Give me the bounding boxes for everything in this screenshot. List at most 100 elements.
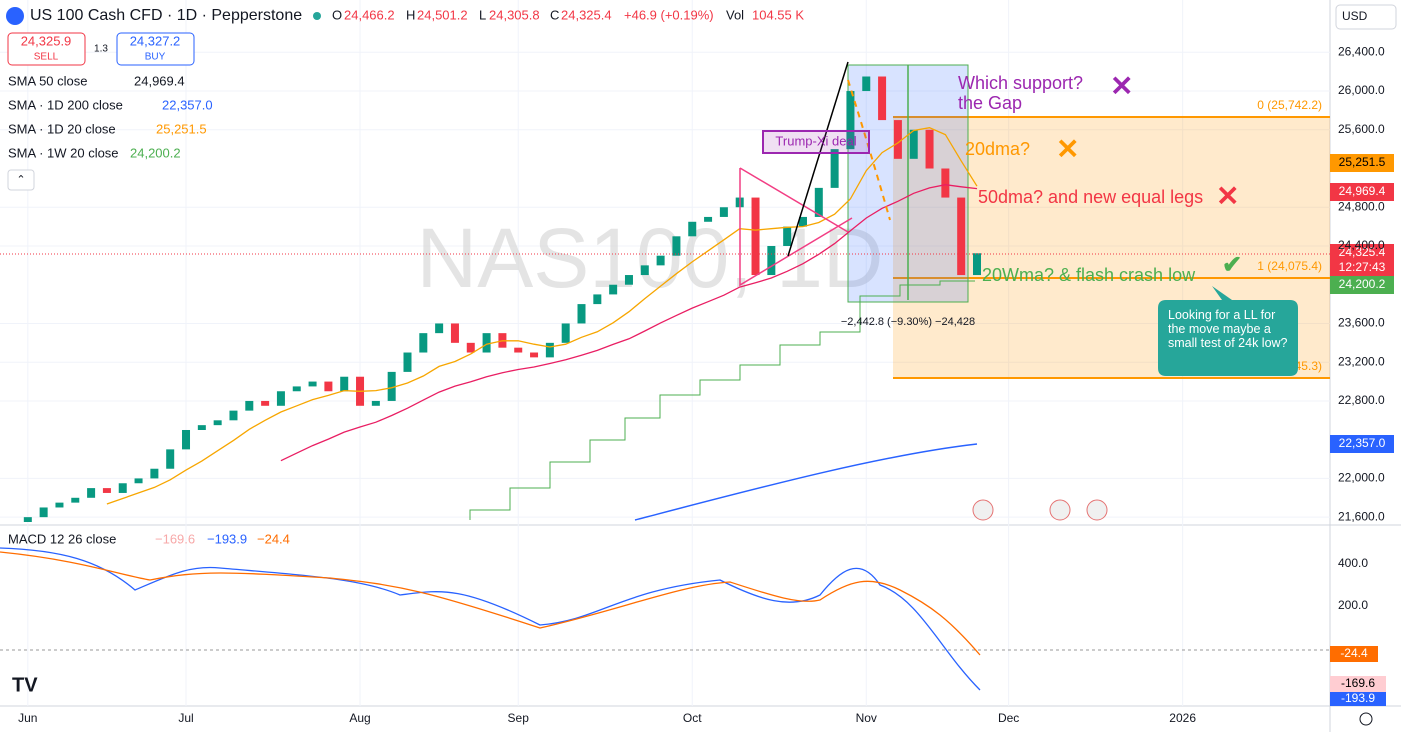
deal-label: Trump-Xi deal (775, 133, 856, 148)
event-icon[interactable] (1049, 499, 1071, 521)
spread: 1.3 (94, 44, 108, 55)
macd-tag-label: -24.4 (1340, 646, 1368, 660)
candle (973, 253, 981, 276)
collapse-button[interactable] (7, 169, 35, 191)
symbol[interactable]: US 100 Cash CFD · 1D · Pepperstone (30, 7, 302, 24)
sell-price[interactable]: 24,325.9 (21, 33, 72, 48)
settings-icon[interactable] (1359, 712, 1373, 726)
ohlc-value: 24,466.2 (344, 7, 395, 22)
macd-tick: 200.0 (1338, 598, 1368, 612)
event-icon[interactable] (1086, 499, 1108, 521)
candle (577, 304, 586, 324)
candle (197, 425, 206, 430)
note-text: Looking for a LL for the move maybe a sm… (1168, 308, 1288, 350)
cross-icon: ✕ (1056, 133, 1079, 164)
candle (340, 376, 349, 392)
note-callout (1158, 286, 1298, 376)
candle (846, 91, 855, 150)
candle (751, 197, 760, 276)
candle (798, 216, 807, 227)
time-tick-label: Oct (683, 711, 702, 725)
annotation: Which support? (958, 73, 1083, 93)
fib-label: 1 (24,075.4) (1257, 259, 1322, 273)
price-tick-label: 23,200.0 (1338, 354, 1385, 368)
macd-line (0, 547, 981, 691)
candle (324, 381, 333, 392)
countdown: 12:27:43 (1339, 260, 1386, 274)
indicator-name: SMA 50 close (8, 73, 88, 88)
price-tick-label: 22,800.0 (1338, 393, 1385, 407)
candle (118, 483, 127, 493)
vol-label: Vol (726, 7, 744, 22)
candle (878, 76, 887, 121)
indicator-value: 24,200.2 (130, 145, 181, 160)
candles (23, 76, 981, 522)
time-tick-label: Sep (508, 711, 530, 725)
candle (71, 497, 80, 503)
candle (182, 429, 191, 450)
currency[interactable]: USD (1342, 9, 1368, 23)
indicator-value: 25,251.5 (156, 121, 207, 136)
candle (134, 478, 143, 484)
candle (23, 517, 32, 522)
fib-label: 0 (25,742.2) (1257, 98, 1322, 112)
indicator-legend: SMA 50 close 24,969.4 SMA · 1D 200 close 22… (8, 73, 213, 160)
price-tick-label: 24,400.0 (1338, 238, 1385, 252)
ohlc-label: H (406, 7, 415, 22)
annotation: the Gap (958, 93, 1022, 113)
buy-label[interactable]: BUY (145, 52, 166, 63)
candle (783, 226, 792, 246)
sma-200 (634, 443, 978, 521)
macd-value: −169.6 (155, 531, 195, 546)
ohlc-value: 24,325.4 (561, 7, 612, 22)
triangle-pattern (739, 168, 853, 287)
buy-button[interactable] (116, 32, 195, 66)
check-icon: ✔ (1222, 251, 1242, 278)
candle (957, 197, 966, 276)
price-tag-label: 24,969.4 (1339, 184, 1386, 198)
change: +46.9 (+0.19%) (624, 7, 714, 22)
candle (530, 352, 539, 358)
candle (672, 236, 681, 256)
measure-label: −2,442.8 (−9.30%) −24,428 (841, 316, 975, 328)
sell-button[interactable] (7, 32, 86, 66)
collapse-icon[interactable]: ⌃ (16, 174, 25, 186)
candle (719, 207, 728, 217)
candle (925, 129, 934, 169)
macd-tick: 400.0 (1338, 556, 1368, 570)
time-tick-label: Dec (998, 711, 1019, 725)
price-tag (1330, 435, 1394, 453)
indicator-name: SMA · 1W 20 close (8, 145, 119, 160)
indicator-value: 22,357.0 (162, 97, 213, 112)
price-tick-label: 22,000.0 (1338, 471, 1385, 485)
candle (893, 120, 902, 159)
price-tag-label: 25,251.5 (1339, 155, 1386, 169)
macd-tag (1330, 692, 1386, 706)
time-tick-label: Jun (18, 711, 37, 725)
signal-line (0, 551, 981, 656)
path-projection (847, 79, 891, 221)
price-tick-label: 26,400.0 (1338, 44, 1385, 58)
ohlc-value: 24,501.2 (417, 7, 468, 22)
time-tick-label: Jul (178, 711, 193, 725)
candle (688, 221, 697, 237)
price-tick-label: 24,800.0 (1338, 199, 1385, 213)
buy-price[interactable]: 24,327.2 (130, 33, 181, 48)
candle (150, 468, 159, 479)
candle (245, 400, 254, 411)
note: Looking for a LL for the move maybe a sm… (1168, 308, 1288, 350)
time-tick-label: 2026 (1169, 711, 1196, 725)
candle (166, 449, 175, 469)
candle (39, 507, 48, 518)
price-tag (1330, 276, 1394, 294)
macd-tag (1330, 676, 1386, 692)
price-tag (1330, 183, 1394, 201)
event-icon[interactable] (972, 499, 994, 521)
candle (419, 333, 428, 353)
currency-button[interactable] (1335, 4, 1397, 30)
candle (308, 381, 317, 387)
candle (229, 410, 238, 421)
candle (941, 168, 950, 198)
sell-label[interactable]: SELL (34, 52, 59, 63)
candle (466, 342, 475, 353)
